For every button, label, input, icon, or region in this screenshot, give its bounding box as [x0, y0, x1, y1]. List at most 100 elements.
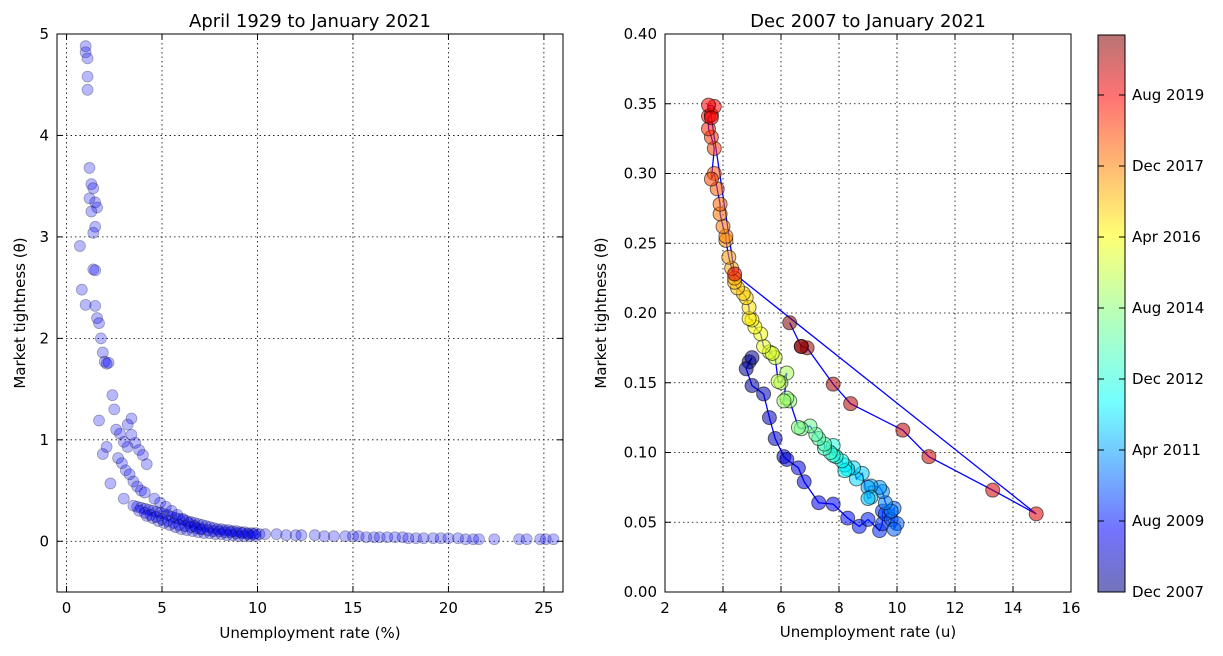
right-data-point [738, 361, 754, 377]
left-data-point [352, 530, 365, 543]
left-y-tick-label: 0 [39, 532, 49, 550]
colorbar-tick-label: Dec 2017 [1132, 157, 1204, 175]
right-x-axis-label: Unemployment rate (u) [780, 623, 957, 641]
left-x-tick-label: 25 [534, 599, 553, 617]
left-data-point [110, 423, 123, 436]
left-data-point [173, 513, 186, 525]
right-data-point [985, 482, 1001, 498]
left-data-point [207, 522, 220, 534]
right-x-tick-label: 6 [776, 599, 786, 617]
right-data-point [790, 419, 806, 435]
left-data-point [339, 530, 352, 543]
right-chart-title: Dec 2007 to January 2021 [750, 11, 986, 32]
colorbar-tick-label: Dec 2007 [1132, 583, 1204, 601]
colorbar-gradient [1097, 34, 1126, 593]
right-data-point [1028, 506, 1044, 522]
left-data-point [226, 529, 239, 542]
left-data-point [402, 532, 415, 545]
right-y-tick-label: 0.15 [624, 374, 657, 392]
left-data-point [131, 480, 144, 493]
left-data-point [327, 530, 340, 543]
right-x-tick-label: 4 [718, 599, 728, 617]
right-data-point [756, 386, 772, 402]
left-data-point [96, 346, 109, 359]
left-data-point [156, 513, 168, 525]
right-data-point [744, 378, 760, 394]
right-data-point [770, 373, 786, 389]
left-data-point [169, 521, 182, 533]
left-data-point [85, 205, 98, 218]
left-data-point [93, 317, 105, 330]
right-data-point [886, 521, 902, 537]
left-data-point [190, 522, 203, 534]
right-data-point [793, 338, 809, 354]
left-data-point [152, 515, 165, 527]
left-data-point [146, 504, 159, 517]
left-chart-title: April 1929 to January 2021 [189, 11, 431, 32]
left-data-point [177, 514, 189, 526]
left-data-point [89, 264, 102, 277]
right-y-ticks: 0.00 0.05 0.10 0.15 0.20 0.25 0.30 0.35 0.40 [624, 25, 1071, 601]
left-data-point [100, 441, 113, 453]
left-data-point [295, 529, 308, 542]
right-data-point [779, 451, 795, 467]
left-data-point [434, 532, 447, 545]
left-data-point [442, 532, 455, 545]
right-data-point [840, 510, 856, 526]
left-data-point [127, 475, 140, 488]
right-y-tick-label: 0.10 [624, 444, 657, 462]
left-data-point [459, 533, 472, 546]
left-data-point [547, 533, 560, 546]
left-data-point [171, 508, 184, 521]
left-data-point [138, 502, 151, 515]
left-data-point [135, 484, 147, 497]
left-data-point [308, 529, 321, 542]
left-data-point [129, 436, 142, 449]
left-data-point [81, 83, 94, 96]
left-data-point [165, 504, 178, 517]
left-data-point [108, 403, 121, 416]
right-data-point [712, 196, 728, 212]
left-data-point [83, 192, 96, 205]
left-data-point [219, 526, 231, 539]
left-data-point [161, 508, 174, 521]
left-x-tick-label: 20 [439, 599, 458, 617]
left-data-point [513, 533, 525, 546]
left-data-point [163, 519, 176, 531]
left-data-point [138, 506, 151, 519]
right-y-tick-label: 0.05 [624, 513, 657, 531]
left-data-point [188, 517, 201, 529]
left-data-point [79, 40, 92, 53]
left-data-point [104, 477, 117, 490]
left-data-point [89, 299, 102, 312]
left-data-point [161, 515, 174, 527]
left-data-point [146, 512, 159, 524]
left-data-point [207, 525, 220, 538]
left-data-point [203, 521, 216, 533]
right-data-point [860, 491, 876, 507]
right-data-point [782, 315, 798, 331]
left-data-point [100, 357, 113, 370]
left-data-point [158, 517, 170, 529]
right-y-tick-label: 0.30 [624, 165, 657, 183]
left-data-point [135, 501, 147, 514]
left-data-point [417, 532, 430, 545]
colorbar-tick-label: Dec 2012 [1132, 370, 1204, 388]
left-data-point [81, 70, 94, 83]
left-data-point [79, 298, 92, 311]
colorbar-tick-label: Aug 2019 [1132, 86, 1204, 104]
left-y-ticks: 0 1 2 3 4 5 [39, 25, 563, 550]
left-data-point [215, 528, 228, 541]
left-data-point [234, 526, 247, 539]
left-data-point [539, 533, 552, 546]
left-y-tick-label: 1 [39, 431, 49, 449]
left-data-point [188, 520, 201, 532]
left-data-point [131, 500, 144, 513]
right-y-tick-label: 0.35 [624, 95, 657, 113]
left-data-point [121, 418, 134, 431]
left-data-point [169, 512, 182, 524]
left-data-point [79, 46, 92, 59]
left-data-point [211, 523, 224, 535]
left-data-point [121, 441, 134, 453]
